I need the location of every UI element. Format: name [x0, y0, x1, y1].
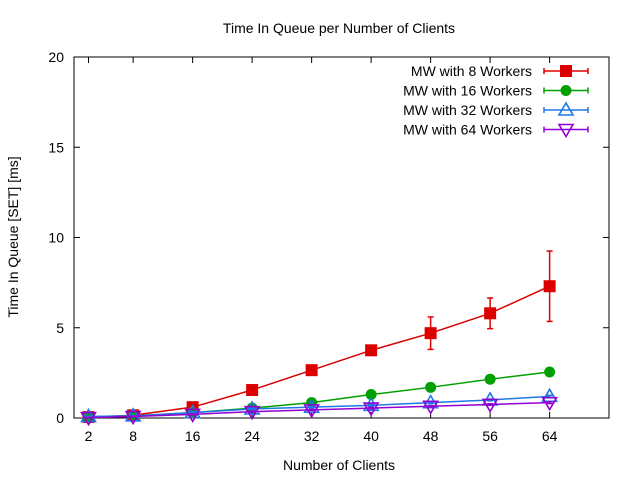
- x-tick-label: 40: [363, 428, 379, 444]
- axis-ticks: 0 5 10 15 20 2 8 16 24 32 40 48 56 64: [48, 49, 609, 444]
- data-point: [362, 402, 380, 417]
- series-layer: [80, 250, 559, 427]
- data-point: [80, 411, 97, 427]
- data-point: [541, 396, 559, 412]
- data-point: [184, 408, 202, 423]
- data-point: [305, 364, 318, 377]
- x-tick-label: 8: [129, 428, 137, 444]
- x-tick-label: 2: [85, 428, 93, 444]
- x-tick-label: 64: [542, 428, 558, 444]
- chart-title: Time In Queue per Number of Clients: [223, 20, 455, 36]
- series-1: [82, 250, 556, 424]
- data-point: [365, 344, 378, 357]
- legend-marker: [557, 101, 575, 116]
- series-line: [88, 285, 550, 418]
- series-3: [80, 387, 559, 423]
- x-tick-label: 16: [185, 428, 201, 444]
- x-tick-label: 48: [423, 428, 439, 444]
- data-point: [124, 410, 142, 426]
- legend-marker: [557, 123, 575, 139]
- legend-label: MW with 16 Workers: [403, 83, 532, 99]
- y-tick-label: 10: [48, 230, 64, 246]
- x-tick-label: 24: [244, 428, 260, 444]
- data-point: [246, 384, 259, 397]
- data-point: [484, 307, 497, 320]
- data-point: [303, 398, 321, 413]
- legend: MW with 8 Workers MW with 16 Workers MW wi…: [403, 63, 589, 139]
- data-point: [243, 400, 261, 415]
- y-tick-label: 15: [48, 139, 64, 155]
- data-point: [365, 389, 377, 401]
- data-point: [481, 398, 499, 414]
- data-point: [543, 280, 556, 293]
- data-point: [80, 407, 97, 423]
- y-tick-label: 0: [56, 410, 64, 426]
- data-point: [422, 400, 440, 415]
- data-point: [303, 404, 321, 419]
- data-point: [362, 396, 380, 412]
- data-point: [544, 366, 556, 378]
- x-tick-label: 56: [482, 428, 498, 444]
- legend-label: MW with 32 Workers: [403, 102, 532, 118]
- data-point: [424, 327, 437, 340]
- legend-label: MW with 8 Workers: [411, 63, 532, 79]
- data-point: [484, 373, 496, 385]
- x-axis-label: Number of Clients: [283, 457, 395, 473]
- series-line: [88, 395, 550, 418]
- y-tick-label: 20: [48, 49, 64, 65]
- data-point: [124, 407, 142, 422]
- data-point: [243, 405, 261, 421]
- y-tick-label: 5: [56, 320, 64, 336]
- legend-marker: [560, 65, 572, 77]
- series-4: [80, 396, 559, 427]
- x-tick-label: 32: [304, 428, 320, 444]
- y-axis-label: Time In Queue [SET] [ms]: [5, 156, 21, 317]
- legend-marker: [560, 85, 572, 96]
- data-point: [425, 381, 437, 393]
- data-point: [184, 403, 202, 419]
- legend-label: MW with 64 Workers: [403, 122, 532, 138]
